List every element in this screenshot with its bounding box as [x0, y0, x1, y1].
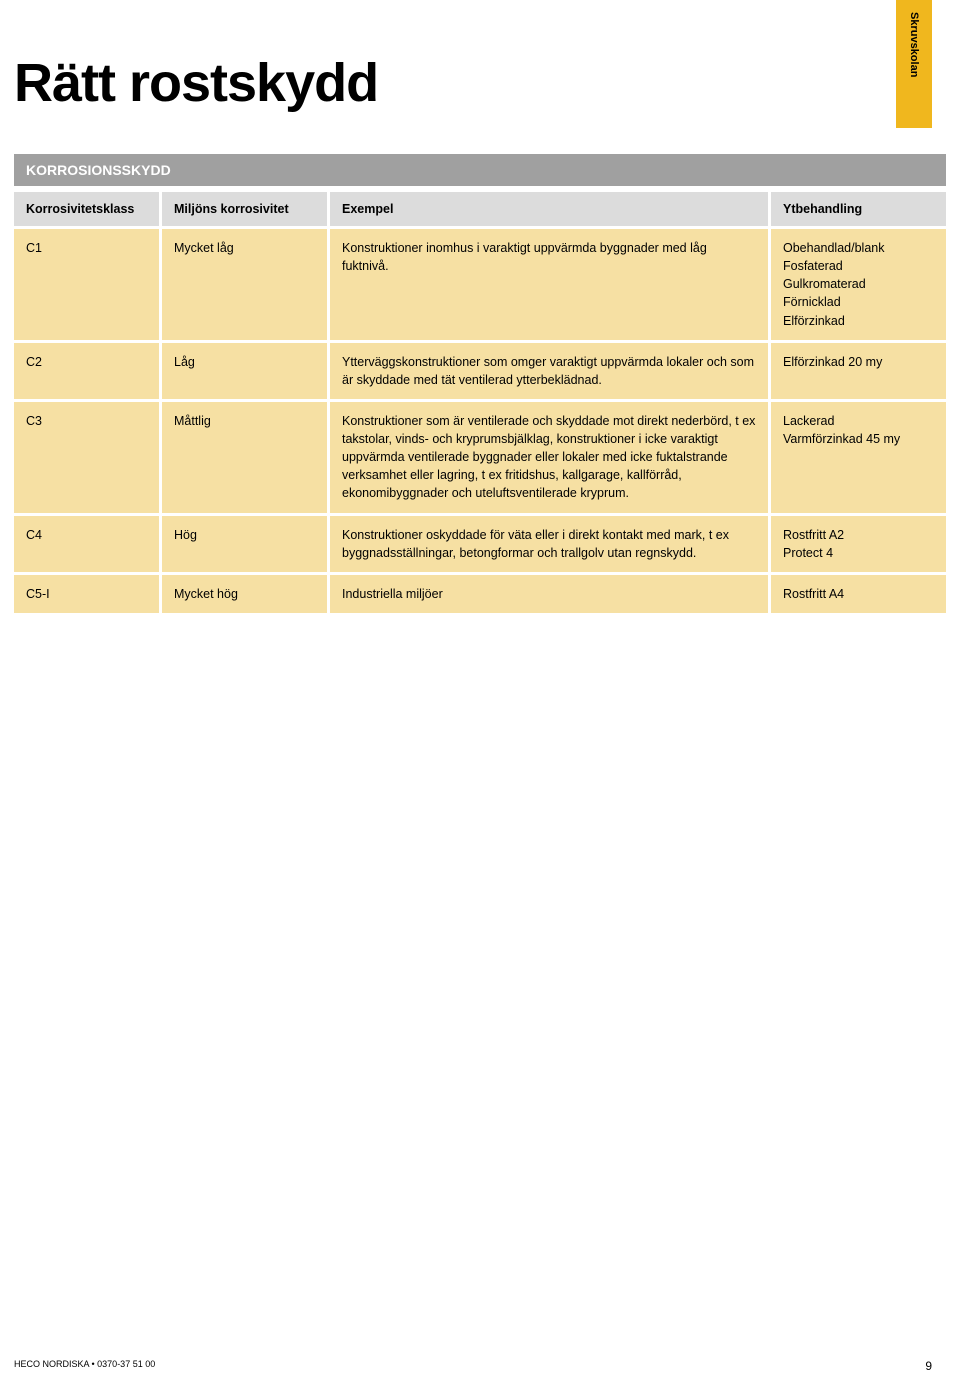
table-row: C5-I Mycket hög Industriella miljöer Ros…: [14, 575, 946, 613]
cell-korrosivitet: Mycket hög: [162, 575, 327, 613]
cell-exempel: Industriella miljöer: [330, 575, 768, 613]
cell-korrosivitet: Hög: [162, 516, 327, 572]
page-number: 9: [925, 1359, 932, 1373]
cell-korrosivitet: Måttlig: [162, 402, 327, 513]
cell-ytbehandling: LackeradVarmförzinkad 45 my: [771, 402, 946, 513]
cell-ytbehandling: Obehandlad/blankFosfateradGulkromateradF…: [771, 229, 946, 340]
cell-klass: C4: [14, 516, 159, 572]
cell-korrosivitet: Låg: [162, 343, 327, 399]
col-header-ytbehandling: Ytbehandling: [771, 192, 946, 226]
cell-ytbehandling: Rostfritt A2Protect 4: [771, 516, 946, 572]
table-row: C1 Mycket låg Konstruktioner inomhus i v…: [14, 229, 946, 340]
page-title: Rätt rostskydd: [0, 0, 960, 114]
table-header-row: Korrosivitetsklass Miljöns korrosivitet …: [14, 192, 946, 226]
corrosion-table: Korrosivitetsklass Miljöns korrosivitet …: [14, 192, 946, 613]
cell-klass: C5-I: [14, 575, 159, 613]
cell-exempel: Konstruktioner inomhus i varaktigt uppvä…: [330, 229, 768, 340]
cell-exempel: Konstruktioner som är ventilerade och sk…: [330, 402, 768, 513]
cell-klass: C1: [14, 229, 159, 340]
table-row: C4 Hög Konstruktioner oskyddade för väta…: [14, 516, 946, 572]
cell-ytbehandling: Elförzinkad 20 my: [771, 343, 946, 399]
cell-korrosivitet: Mycket låg: [162, 229, 327, 340]
section-header: KORROSIONSSKYDD: [14, 154, 946, 186]
side-tab-label: Skruvskolan: [908, 12, 920, 77]
page-footer: HECO NORDISKA • 0370-37 51 00 9: [14, 1359, 932, 1373]
col-header-klass: Korrosivitetsklass: [14, 192, 159, 226]
col-header-exempel: Exempel: [330, 192, 768, 226]
cell-exempel: Konstruktioner oskyddade för väta eller …: [330, 516, 768, 572]
cell-klass: C2: [14, 343, 159, 399]
cell-klass: C3: [14, 402, 159, 513]
side-tab: Skruvskolan: [896, 0, 932, 128]
table-row: C3 Måttlig Konstruktioner som är ventile…: [14, 402, 946, 513]
footer-left: HECO NORDISKA • 0370-37 51 00: [14, 1359, 155, 1373]
table-row: C2 Låg Ytterväggskonstruktioner som omge…: [14, 343, 946, 399]
cell-ytbehandling: Rostfritt A4: [771, 575, 946, 613]
cell-exempel: Ytterväggskonstruktioner som omger varak…: [330, 343, 768, 399]
col-header-korrosivitet: Miljöns korrosivitet: [162, 192, 327, 226]
